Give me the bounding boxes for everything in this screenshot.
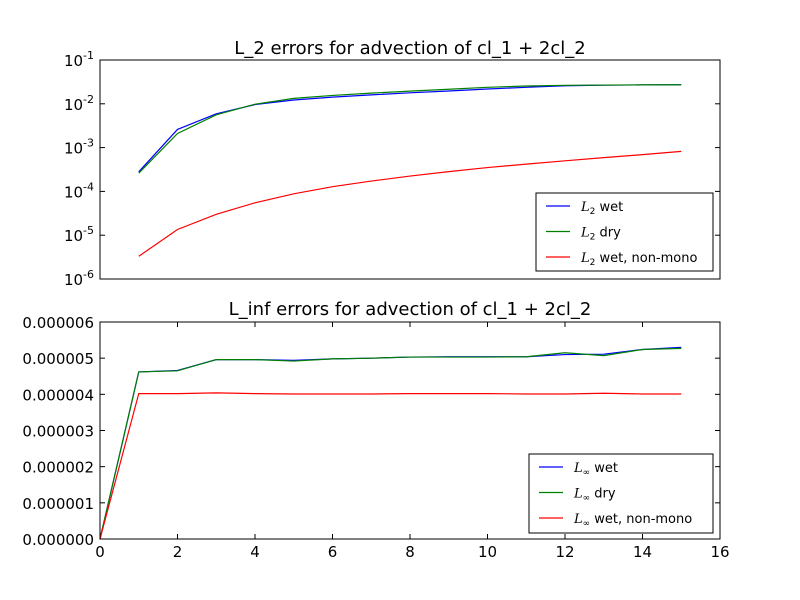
linf-xtick-label: 12 xyxy=(555,543,574,561)
linf-ytick-label: 0.000005 xyxy=(22,350,94,368)
plot-area-l2 xyxy=(99,59,721,280)
linf-xtick-label: 10 xyxy=(478,543,497,561)
linf-legend-label-0: L∞ wet xyxy=(573,461,618,478)
linf-series-line-2 xyxy=(99,392,682,540)
linf-ytick-label: 0.000006 xyxy=(22,314,94,332)
linf-legend-label-2: L∞ wet, non-mono xyxy=(573,512,692,529)
linf-ytick-label: 0.000002 xyxy=(22,459,94,477)
l2-ytick-label: 10-5 xyxy=(64,224,94,245)
l2-ytick-label: 10-6 xyxy=(64,268,94,289)
l2-series-line-2 xyxy=(138,150,682,257)
linf-xtick-label: 2 xyxy=(173,543,183,561)
l2-ytick-label: 10-3 xyxy=(64,137,94,158)
chart-title-l2: L_2 errors for advection of cl_1 + 2cl_2 xyxy=(234,38,585,59)
linf-xtick-label: 14 xyxy=(633,543,652,561)
linf-ytick-label: 0.000000 xyxy=(22,531,94,549)
l2-ytick-label: 10-4 xyxy=(64,180,94,201)
l2-legend: L2 wet L2 dry L2 wet, non-mono xyxy=(535,192,714,272)
linf-error-plot: 0.000000 0.000001 0.000002 0.000003 0.000004… xyxy=(22,314,729,561)
linf-legend-label-1: L∞ dry xyxy=(573,487,616,504)
linf-series-line-1 xyxy=(99,347,682,540)
linf-xtick-label: 4 xyxy=(250,543,260,561)
linf-ytick-label: 0.000003 xyxy=(22,423,94,441)
linf-ytick-label: 0.000004 xyxy=(22,386,94,404)
linf-xtick-label: 16 xyxy=(710,543,729,561)
l2-ytick-label: 10-1 xyxy=(64,49,94,70)
linf-xtick-label: 0 xyxy=(95,543,105,561)
l2-legend-label-2: L2 wet, non-mono xyxy=(580,251,697,268)
l2-series-line-1 xyxy=(138,84,682,174)
linf-ytick-label: 0.000001 xyxy=(22,495,94,513)
linf-xtick-label: 8 xyxy=(405,543,415,561)
l2-legend-label-0: L2 wet xyxy=(580,200,623,217)
l2-ytick-label: 10-2 xyxy=(64,93,94,114)
chart-title-linf: L_inf errors for advection of cl_1 + 2cl… xyxy=(229,299,592,320)
linf-xtick-label: 6 xyxy=(328,543,338,561)
linf-legend: L∞ wet L∞ dry L∞ wet, non-mono xyxy=(528,453,714,534)
l2-legend-label-1: L2 dry xyxy=(580,226,621,243)
